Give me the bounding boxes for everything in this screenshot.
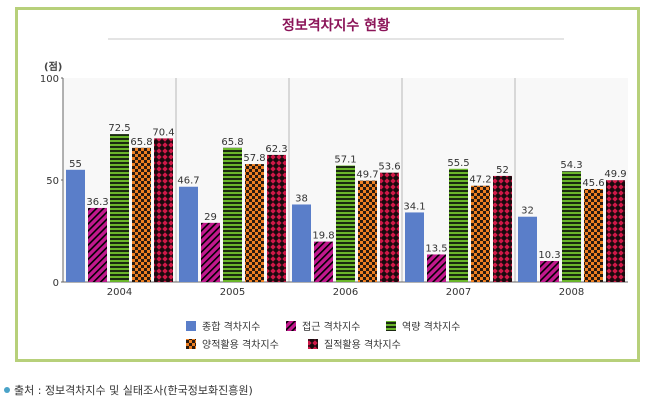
- bar: [154, 138, 173, 282]
- data-label: 45.6: [582, 178, 604, 189]
- legend-label: 역량 격차지수: [402, 320, 460, 333]
- data-label: 57.8: [243, 153, 265, 164]
- legend-swatch: [308, 339, 318, 349]
- y-tick-label: 100: [40, 74, 59, 85]
- legend-swatch: [286, 321, 296, 331]
- chart: 정보격차지수 현황 (점) 0501005536.372.565.870.420…: [18, 10, 637, 359]
- bar: [606, 180, 625, 282]
- bar: [493, 175, 512, 282]
- legend-swatch: [386, 321, 396, 331]
- bar: [584, 188, 603, 282]
- bar: [88, 207, 107, 282]
- x-tick-label: 2005: [220, 287, 245, 298]
- source-text: 출처 : 정보격차지수 및 실태조사(한국정보화진흥원): [14, 384, 253, 397]
- bar: [336, 165, 355, 282]
- bar: [292, 204, 311, 282]
- data-label: 32: [521, 206, 534, 217]
- x-tick-label: 2004: [107, 287, 132, 298]
- data-label: 49.9: [604, 169, 626, 180]
- data-label: 62.3: [265, 144, 287, 155]
- data-label: 54.3: [560, 160, 582, 171]
- bar: [405, 212, 424, 282]
- bar: [427, 254, 446, 282]
- bar: [66, 169, 85, 282]
- bar: [223, 147, 242, 282]
- bullet-icon: [4, 387, 10, 393]
- bar: [179, 186, 198, 282]
- data-label: 38: [295, 193, 308, 204]
- bar: [358, 180, 377, 282]
- data-label: 52: [496, 165, 509, 176]
- bar: [267, 154, 286, 282]
- data-label: 47.2: [469, 175, 491, 186]
- bar: [132, 147, 151, 282]
- data-label: 34.1: [403, 201, 425, 212]
- data-label: 19.8: [312, 231, 334, 242]
- source-note: 출처 : 정보격차지수 및 실태조사(한국정보화진흥원): [4, 382, 253, 398]
- bar: [449, 168, 468, 282]
- legend-label: 접근 격차지수: [302, 320, 360, 333]
- data-label: 65.8: [130, 137, 152, 148]
- y-tick-label: 50: [46, 176, 59, 187]
- chart-frame: 정보격차지수 현황 (점) 0 50 100 55 36.3 72.5 65.8 70.4 20…: [15, 7, 640, 362]
- chart-title: 정보격차지수 현황: [282, 17, 390, 34]
- x-tick-label: 2008: [559, 287, 584, 298]
- bar: [471, 185, 490, 282]
- bar: [110, 134, 129, 282]
- data-label: 53.6: [378, 162, 400, 173]
- data-label: 55.5: [447, 158, 469, 169]
- data-label: 57.1: [334, 155, 356, 166]
- legend-label: 질적활용 격차지수: [324, 338, 401, 351]
- bar: [245, 164, 264, 282]
- x-tick-label: 2006: [333, 287, 358, 298]
- bar: [562, 171, 581, 282]
- data-label: 72.5: [108, 123, 130, 134]
- bar: [201, 222, 220, 282]
- bar: [380, 172, 399, 282]
- data-label: 55: [69, 159, 82, 170]
- legend-swatch: [186, 339, 196, 349]
- y-tick-label: 0: [53, 278, 59, 289]
- legend-swatch: [186, 321, 196, 331]
- legend-label: 종합 격차지수: [202, 320, 260, 333]
- data-label: 70.4: [152, 127, 174, 138]
- data-label: 29: [204, 212, 217, 223]
- legend-label: 양적활용 격차지수: [202, 338, 279, 351]
- data-label: 13.5: [425, 243, 447, 254]
- bar: [314, 241, 333, 282]
- data-label: 46.7: [177, 176, 199, 187]
- data-label: 49.7: [356, 170, 378, 181]
- bar: [540, 260, 559, 282]
- data-label: 36.3: [86, 197, 108, 208]
- y-axis-label: (점): [44, 61, 62, 73]
- data-label: 10.3: [538, 250, 560, 261]
- data-label: 65.8: [221, 137, 243, 148]
- x-tick-label: 2007: [446, 287, 471, 298]
- bar: [518, 216, 537, 282]
